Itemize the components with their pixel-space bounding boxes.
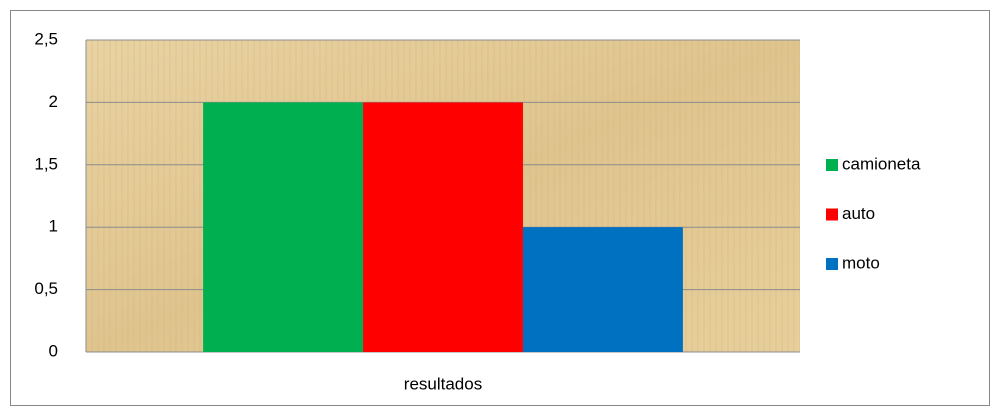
legend-label: moto bbox=[842, 253, 880, 272]
legend-swatch bbox=[826, 208, 838, 221]
bar bbox=[522, 227, 683, 352]
y-tick-label: 0,5 bbox=[34, 279, 58, 298]
legend-label: auto bbox=[842, 204, 875, 223]
legend-swatch bbox=[826, 159, 838, 171]
x-tick-label: resultados bbox=[404, 374, 482, 393]
y-tick-label: 1 bbox=[49, 217, 58, 236]
bar bbox=[363, 102, 523, 353]
bar bbox=[203, 102, 364, 353]
y-tick-label: 2 bbox=[49, 92, 58, 111]
legend-label: camioneta bbox=[842, 154, 921, 173]
y-tick-label: 1,5 bbox=[34, 154, 58, 173]
y-tick-label: 0 bbox=[49, 341, 58, 360]
y-tick-label: 2,5 bbox=[34, 29, 58, 48]
legend-swatch bbox=[826, 258, 838, 270]
